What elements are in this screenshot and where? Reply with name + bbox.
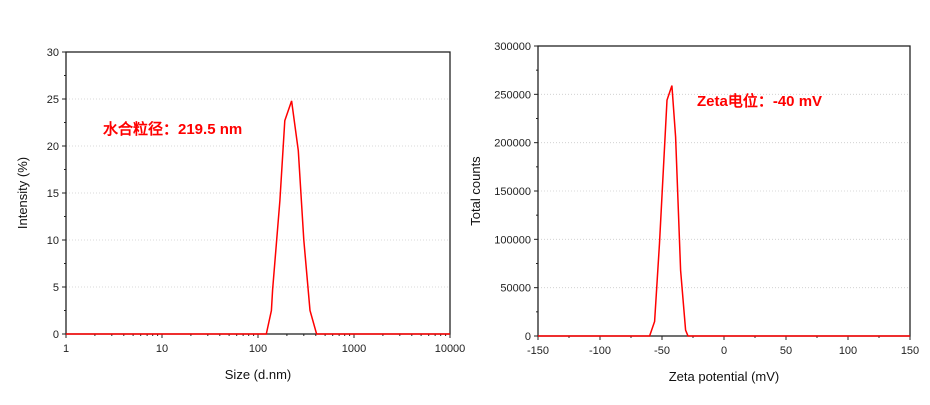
x-tick-label: 0 xyxy=(721,345,727,357)
y-tick-label: 150000 xyxy=(494,186,531,198)
y-axis-label: Total counts xyxy=(468,156,483,226)
x-tick-label: 150 xyxy=(901,345,919,357)
data-series-line xyxy=(66,100,450,335)
annotation-label: Zeta电位：-40 mV xyxy=(697,92,822,110)
data-series-line xyxy=(538,85,910,337)
x-tick-label: -100 xyxy=(589,345,611,357)
x-tick-label: 10000 xyxy=(435,343,466,355)
annotation-label: 水合粒径：219.5 nm xyxy=(103,120,242,138)
x-tick-label: 100 xyxy=(249,343,267,355)
y-tick-label: 5 xyxy=(53,282,59,294)
zeta-potential-chart: 0 50000 100000 150000 200000 250000 300000 -150… xyxy=(468,41,919,384)
y-tick-label: 15 xyxy=(47,188,59,200)
y-tick-label: 200000 xyxy=(494,138,531,150)
x-tick-label: 10 xyxy=(156,343,168,355)
x-axis-label: Zeta potential (mV) xyxy=(669,369,780,384)
y-tick-label: 50000 xyxy=(500,283,531,295)
y-axis-label: Intensity (%) xyxy=(15,157,30,229)
x-tick-label: 100 xyxy=(839,345,857,357)
y-tick-label: 10 xyxy=(47,235,59,247)
y-tick-label: 300000 xyxy=(494,41,531,53)
y-tick-label: 20 xyxy=(47,141,59,153)
x-tick-label: -150 xyxy=(527,345,549,357)
y-tick-label: 0 xyxy=(525,331,531,343)
x-tick-label: 50 xyxy=(780,345,792,357)
size-distribution-chart: 0 5 10 15 20 25 30 1 10 100 1000 10000 Size (d.nm) In… xyxy=(15,47,465,382)
y-tick-label: 100000 xyxy=(494,234,531,246)
x-tick-label: 1 xyxy=(63,343,69,355)
x-axis-label: Size (d.nm) xyxy=(225,367,291,382)
x-tick-label: -50 xyxy=(654,345,670,357)
y-tick-label: 0 xyxy=(53,329,59,341)
x-tick-label: 1000 xyxy=(342,343,366,355)
y-tick-label: 30 xyxy=(47,47,59,59)
y-tick-label: 250000 xyxy=(494,89,531,101)
y-tick-label: 25 xyxy=(47,94,59,106)
